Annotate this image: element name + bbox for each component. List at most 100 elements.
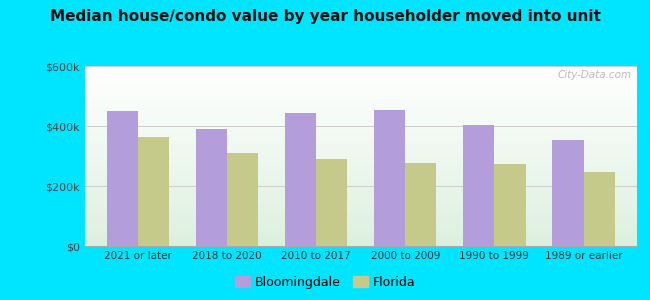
Bar: [84, 187, 637, 188]
Bar: [84, 68, 637, 70]
Bar: [84, 106, 637, 107]
Bar: [84, 122, 637, 124]
Bar: [84, 169, 637, 170]
Bar: [84, 230, 637, 232]
Bar: [84, 73, 637, 75]
Legend: Bloomingdale, Florida: Bloomingdale, Florida: [229, 271, 421, 294]
Bar: [84, 201, 637, 203]
Bar: [84, 98, 637, 100]
Bar: [84, 86, 637, 88]
Bar: [84, 95, 637, 97]
Bar: [84, 163, 637, 165]
Bar: [84, 107, 637, 109]
Bar: [84, 199, 637, 201]
Bar: [84, 212, 637, 214]
Bar: [84, 215, 637, 217]
Bar: [84, 165, 637, 167]
Bar: [84, 217, 637, 219]
Bar: [84, 183, 637, 185]
Bar: [374, 110, 406, 246]
Bar: [84, 127, 637, 129]
Bar: [84, 208, 637, 210]
Bar: [84, 109, 637, 111]
Bar: [84, 203, 637, 205]
Bar: [84, 160, 637, 161]
Bar: [84, 206, 637, 208]
Bar: [84, 172, 637, 174]
Bar: [84, 152, 637, 154]
Bar: [84, 196, 637, 197]
Bar: [84, 228, 637, 230]
Bar: [84, 178, 637, 179]
Bar: [84, 226, 637, 228]
Bar: [84, 102, 637, 104]
Bar: [84, 174, 637, 176]
Bar: [84, 75, 637, 77]
Bar: [84, 185, 637, 187]
Bar: [584, 172, 615, 246]
Bar: [84, 120, 637, 122]
Bar: [84, 138, 637, 140]
Bar: [84, 134, 637, 136]
Bar: [84, 192, 637, 194]
Bar: [84, 149, 637, 151]
Bar: [84, 221, 637, 223]
Bar: [84, 145, 637, 147]
Bar: [84, 93, 637, 95]
Bar: [84, 80, 637, 82]
Bar: [84, 131, 637, 133]
Bar: [84, 219, 637, 221]
Bar: [84, 224, 637, 226]
Bar: [84, 97, 637, 98]
Bar: [84, 176, 637, 178]
Bar: [84, 66, 637, 68]
Bar: [84, 239, 637, 241]
Bar: [84, 71, 637, 73]
Bar: [84, 170, 637, 172]
Bar: [84, 181, 637, 183]
Text: Median house/condo value by year householder moved into unit: Median house/condo value by year househo…: [49, 9, 601, 24]
Bar: [495, 164, 526, 246]
Bar: [84, 140, 637, 142]
Bar: [84, 223, 637, 224]
Bar: [84, 151, 637, 152]
Bar: [84, 197, 637, 199]
Bar: [84, 179, 637, 181]
Bar: [84, 124, 637, 125]
Bar: [84, 158, 637, 160]
Bar: [84, 111, 637, 113]
Bar: [84, 88, 637, 89]
Bar: [84, 214, 637, 215]
Bar: [84, 167, 637, 169]
Bar: [84, 210, 637, 212]
Bar: [84, 143, 637, 145]
Bar: [84, 70, 637, 71]
Bar: [84, 133, 637, 134]
Bar: [84, 233, 637, 235]
Bar: [84, 125, 637, 127]
Bar: [84, 129, 637, 131]
Bar: [84, 235, 637, 237]
Bar: [84, 89, 637, 91]
Bar: [84, 147, 637, 149]
Bar: [84, 188, 637, 190]
Bar: [84, 237, 637, 239]
Bar: [84, 84, 637, 86]
Bar: [84, 194, 637, 196]
Bar: [84, 116, 637, 118]
Bar: [84, 79, 637, 80]
Bar: [84, 82, 637, 84]
Bar: [84, 190, 637, 192]
Bar: [84, 113, 637, 115]
Bar: [84, 154, 637, 156]
Bar: [227, 153, 258, 246]
Bar: [107, 111, 138, 246]
Bar: [84, 77, 637, 79]
Bar: [406, 163, 437, 246]
Bar: [84, 244, 637, 246]
Bar: [84, 156, 637, 158]
Bar: [84, 241, 637, 242]
Bar: [84, 242, 637, 244]
Bar: [196, 129, 227, 246]
Bar: [84, 142, 637, 143]
